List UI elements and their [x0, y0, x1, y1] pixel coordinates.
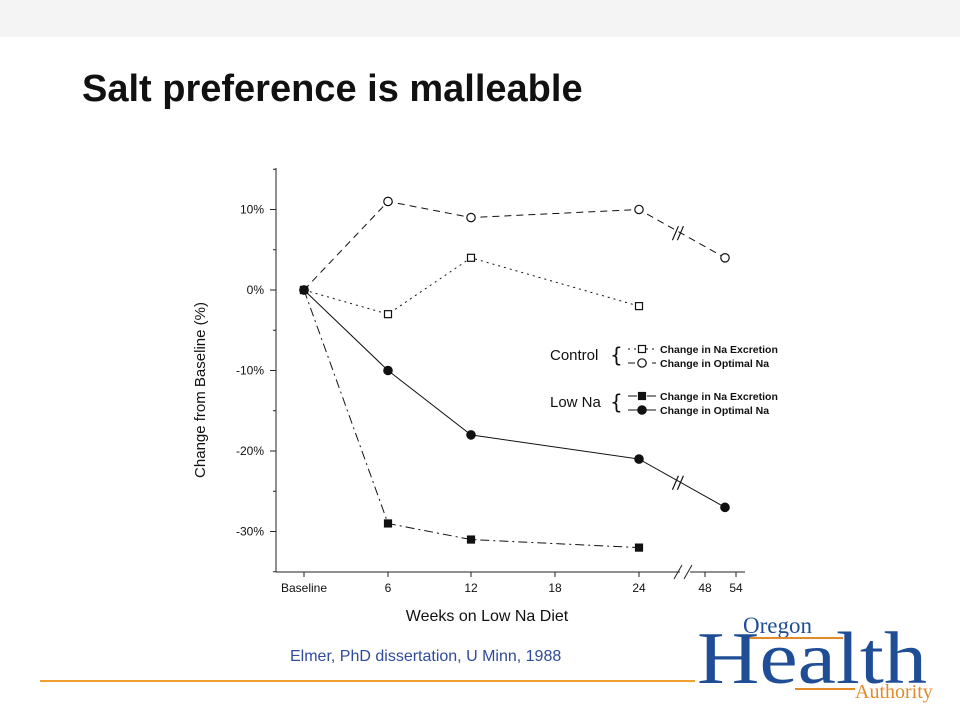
data-point-low-na-change-in-na-excretion — [634, 543, 644, 552]
logo-word-top: Oregon — [743, 613, 812, 638]
series-break-mark — [671, 475, 679, 490]
legend-entry-label: Change in Optimal Na — [660, 405, 769, 417]
header-band — [0, 0, 960, 37]
legend-group-label: Low Na — [550, 394, 602, 411]
data-point-low-na-change-in-optimal-na — [466, 430, 476, 440]
legend-group-label: Control — [550, 347, 598, 364]
data-point-low-na-change-in-optimal-na — [299, 285, 309, 295]
x-tick-label: 24 — [632, 581, 646, 595]
legend-marker — [637, 405, 647, 415]
series-line-low-na-change-in-na-excretion — [303, 289, 640, 549]
series-break-mark — [676, 225, 684, 241]
x-axis-break-mark — [683, 564, 693, 580]
x-tick-label: 54 — [729, 581, 743, 595]
footer-rule — [40, 680, 695, 682]
x-tick-label: 12 — [464, 581, 478, 595]
data-point-low-na-change-in-optimal-na — [720, 502, 730, 513]
legend-entry-label: Change in Na Excretion — [660, 344, 778, 356]
y-tick-label: -10% — [236, 364, 264, 378]
y-tick-label: -20% — [236, 444, 264, 458]
y-axis-label: Change from Baseline (%) — [192, 302, 209, 478]
y-tick-label: 0% — [247, 283, 265, 297]
data-point-low-na-change-in-optimal-na — [383, 365, 393, 376]
data-point-control-change-in-optimal-na — [720, 252, 730, 263]
y-tick-label: 10% — [240, 203, 264, 217]
citation: Elmer, PhD dissertation, U Minn, 1988 — [290, 648, 562, 665]
legend-marker — [637, 344, 647, 354]
legend-brace: { — [610, 390, 623, 414]
data-point-control-change-in-optimal-na — [466, 212, 476, 223]
x-tick-label: 48 — [698, 581, 712, 595]
series-break-mark — [671, 225, 679, 241]
legend-brace: { — [610, 343, 623, 367]
y-tick-label: -30% — [236, 525, 264, 539]
legend-entry-label: Change in Na Excretion — [660, 391, 778, 403]
x-tick-label: 18 — [548, 581, 562, 595]
data-point-control-change-in-na-excretion — [634, 302, 644, 311]
x-axis-break-mark — [673, 564, 683, 580]
data-point-control-change-in-na-excretion — [383, 310, 393, 319]
series-line-control-change-in-na-excretion — [303, 257, 640, 315]
logo-word-bottom: Authority — [855, 681, 933, 703]
slide-title: Salt preference is malleable — [82, 68, 583, 110]
logo-word-main: Health — [697, 618, 927, 700]
series-break-mark — [676, 475, 684, 490]
x-axis-label: Weeks on Low Na Diet — [406, 608, 569, 625]
legend-marker — [637, 358, 647, 368]
data-point-low-na-change-in-optimal-na — [634, 454, 644, 464]
x-tick-label: 6 — [385, 581, 392, 595]
x-tick-label: Baseline — [281, 581, 327, 595]
data-point-low-na-change-in-na-excretion — [466, 535, 476, 544]
legend-entry-label: Change in Optimal Na — [660, 358, 769, 370]
series-line-control-change-in-optimal-na — [303, 200, 726, 291]
data-point-control-change-in-optimal-na — [383, 196, 393, 207]
legend-marker — [637, 391, 647, 401]
data-point-control-change-in-optimal-na — [634, 204, 644, 215]
oregon-health-authority-logo: Oregon Health Authority — [697, 613, 933, 703]
data-point-control-change-in-na-excretion — [466, 253, 476, 262]
data-point-low-na-change-in-na-excretion — [383, 519, 393, 528]
